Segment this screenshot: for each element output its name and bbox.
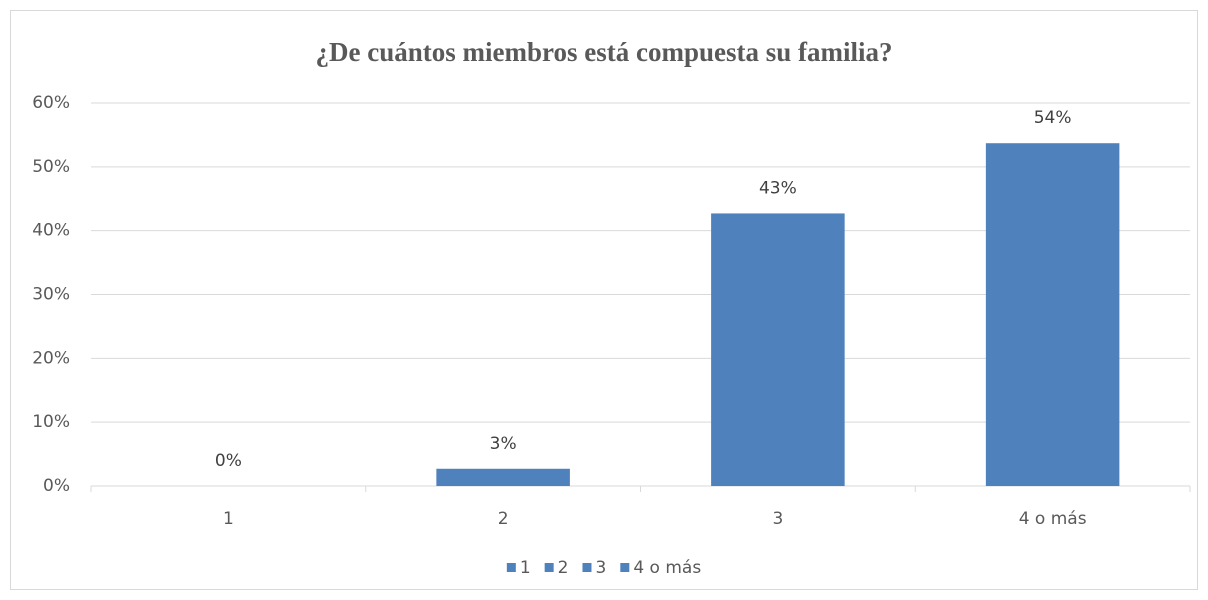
x-tick-label: 3	[772, 509, 783, 529]
y-tick-label: 0%	[43, 476, 70, 496]
y-tick-label: 60%	[32, 93, 70, 113]
x-tick-label: 2	[498, 509, 509, 529]
y-tick-label: 30%	[32, 285, 70, 305]
data-label: 0%	[215, 451, 242, 471]
legend-swatch	[544, 563, 554, 572]
x-tick-label: 1	[223, 509, 234, 529]
legend-label: 1	[520, 558, 531, 578]
bar	[711, 213, 845, 486]
legend-label: 3	[595, 558, 606, 578]
data-label: 3%	[490, 434, 517, 454]
legend-swatch	[582, 563, 592, 572]
legend-label: 4 o más	[633, 558, 701, 578]
chart-title: ¿De cuántos miembros está compuesta su f…	[316, 37, 893, 67]
y-tick-label: 40%	[32, 221, 70, 241]
legend-swatch	[620, 563, 630, 572]
data-label: 43%	[759, 178, 797, 198]
x-tick-label: 4 o más	[1019, 509, 1087, 529]
data-label: 54%	[1034, 108, 1072, 128]
legend-swatch	[506, 563, 516, 572]
y-tick-label: 10%	[32, 412, 70, 432]
y-tick-label: 50%	[32, 157, 70, 177]
y-tick-label: 20%	[32, 348, 70, 368]
legend-label: 2	[558, 558, 569, 578]
bar	[985, 143, 1120, 486]
bar	[436, 468, 570, 486]
